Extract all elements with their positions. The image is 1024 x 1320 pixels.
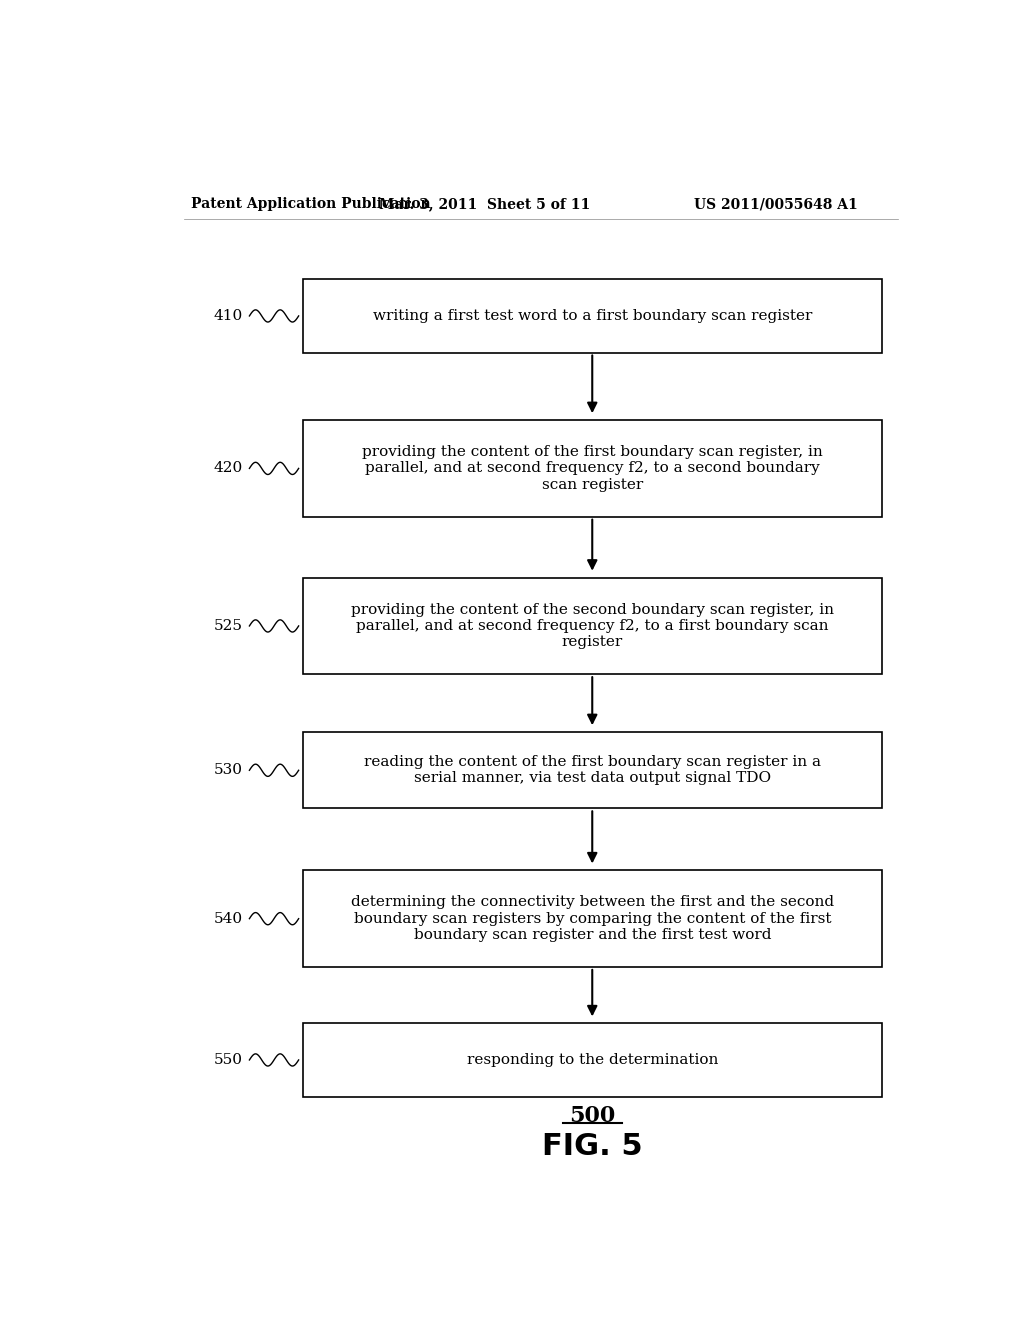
Text: US 2011/0055648 A1: US 2011/0055648 A1 — [694, 197, 858, 211]
Text: 540: 540 — [214, 912, 243, 925]
Text: 530: 530 — [214, 763, 243, 777]
Text: writing a first test word to a first boundary scan register: writing a first test word to a first bou… — [373, 309, 812, 323]
Text: providing the content of the second boundary scan register, in
parallel, and at : providing the content of the second boun… — [351, 603, 834, 649]
Text: FIG. 5: FIG. 5 — [542, 1131, 643, 1160]
Bar — [303, 578, 882, 675]
Text: Patent Application Publication: Patent Application Publication — [191, 197, 431, 211]
Bar — [303, 733, 882, 808]
Text: 525: 525 — [214, 619, 243, 634]
Bar — [303, 1023, 882, 1097]
Text: 420: 420 — [214, 462, 243, 475]
Text: providing the content of the first boundary scan register, in
parallel, and at s: providing the content of the first bound… — [361, 445, 822, 491]
Bar — [303, 420, 882, 516]
Text: determining the connectivity between the first and the second
boundary scan regi: determining the connectivity between the… — [350, 895, 834, 942]
Text: responding to the determination: responding to the determination — [467, 1053, 718, 1067]
Text: 550: 550 — [214, 1053, 243, 1067]
Text: Mar. 3, 2011  Sheet 5 of 11: Mar. 3, 2011 Sheet 5 of 11 — [380, 197, 591, 211]
Bar — [303, 870, 882, 968]
Text: reading the content of the first boundary scan register in a
serial manner, via : reading the content of the first boundar… — [364, 755, 821, 785]
Bar — [303, 280, 882, 352]
Text: 500: 500 — [569, 1105, 615, 1127]
Text: 410: 410 — [214, 309, 243, 323]
